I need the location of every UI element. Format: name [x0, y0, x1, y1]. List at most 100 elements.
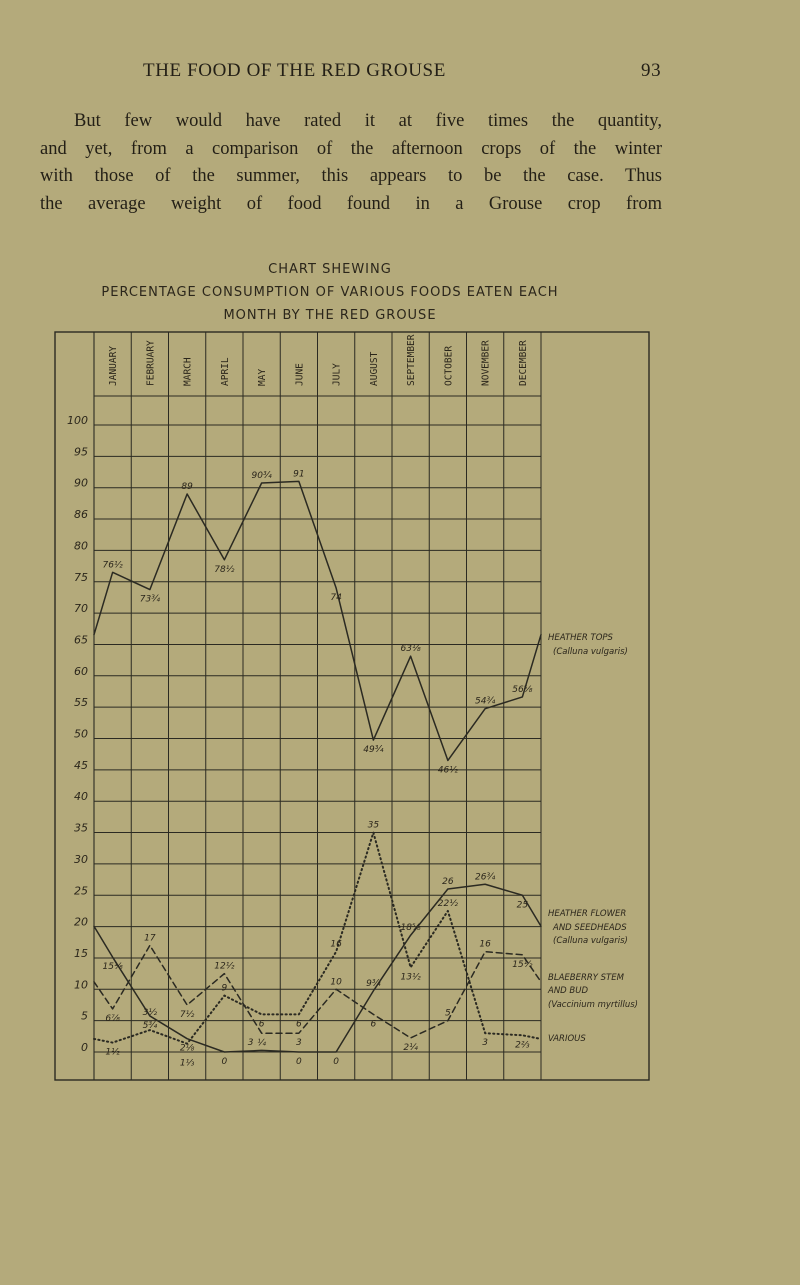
- legend-label: AND SEEDHEADS: [552, 923, 627, 933]
- data-label: 16: [479, 940, 491, 950]
- y-tick-label: 40: [74, 790, 88, 803]
- legend-label: (Calluna vulgaris): [553, 936, 628, 946]
- y-tick-label: 10: [74, 978, 88, 991]
- data-label: 17: [144, 933, 156, 943]
- data-label: 3½: [143, 1008, 158, 1018]
- legend-label: HEATHER TOPS: [548, 633, 614, 643]
- body-line: with those of the summer, this appears t…: [40, 166, 662, 187]
- data-label: 1½: [105, 1048, 120, 1058]
- data-label: 78½: [214, 565, 234, 575]
- data-label: 22½: [438, 899, 458, 909]
- data-label: 5: [445, 1009, 451, 1019]
- legend-label: (Calluna vulgaris): [553, 647, 628, 657]
- month-label: OCTOBER: [443, 346, 454, 386]
- data-label: 25: [517, 900, 529, 910]
- chart-frame: [54, 331, 650, 1081]
- body-line: But few would have rated it at five time…: [74, 111, 662, 131]
- y-tick-label: 100: [67, 414, 88, 427]
- chart-title-line-3: MONTH BY THE RED GROUSE: [223, 308, 437, 323]
- y-tick-label: 65: [74, 633, 88, 646]
- series-line-3: [93, 944, 542, 1039]
- data-label: 2⅔: [515, 1040, 530, 1050]
- y-tick-label: 35: [74, 822, 88, 835]
- month-label: MAY: [257, 369, 268, 386]
- data-label: 3: [248, 1038, 254, 1048]
- series-line-2: [93, 883, 542, 1053]
- y-tick-label: 70: [74, 602, 88, 615]
- data-label: 26: [442, 877, 454, 887]
- series-line-4: [93, 831, 542, 1045]
- y-tick-label: 55: [74, 696, 88, 709]
- data-label: 2¼: [403, 1043, 418, 1053]
- y-tick-label: 86: [74, 508, 88, 521]
- data-label: 9: [222, 984, 228, 994]
- data-label: 15½: [512, 960, 532, 970]
- data-label: 49¾: [363, 745, 383, 755]
- series-line-1: [93, 480, 542, 762]
- data-label: ¼: [257, 1038, 266, 1048]
- data-label: 2⅛: [180, 1044, 195, 1054]
- data-label: 6: [371, 1019, 377, 1029]
- data-label: 1⅓: [180, 1059, 195, 1069]
- data-label: 54¾: [475, 697, 495, 707]
- data-label: 12½: [214, 962, 234, 972]
- y-tick-label: 80: [74, 539, 88, 552]
- data-label: 0: [333, 1057, 339, 1067]
- data-label: 18⅝: [401, 923, 421, 933]
- legend-label: AND BUD: [547, 986, 588, 996]
- data-label: 6: [296, 1019, 302, 1029]
- legend-label: HEATHER FLOWER: [548, 909, 626, 919]
- data-label: 3: [482, 1038, 488, 1048]
- chart-title-line-1: CHART SHEWING: [268, 262, 392, 277]
- y-tick-label: 5: [81, 1010, 88, 1023]
- data-label: 73¾: [140, 595, 160, 605]
- data-label: 13½: [401, 972, 421, 982]
- data-label: 91: [293, 469, 304, 479]
- y-tick-label: 90: [74, 477, 88, 490]
- body-line: and yet, from a comparison of the aftern…: [40, 138, 662, 159]
- legend-label: (Vaccinium myrtillus): [548, 1000, 638, 1010]
- month-label: FEBRUARY: [145, 340, 156, 386]
- data-label: 56⅝: [512, 685, 532, 695]
- month-label: APRIL: [220, 357, 231, 386]
- data-label: 6: [259, 1019, 265, 1029]
- y-tick-label: 25: [74, 884, 88, 897]
- data-label: 0: [222, 1057, 228, 1067]
- data-label: 9¾: [366, 979, 381, 989]
- data-label: 26¾: [475, 872, 495, 882]
- data-label: 46½: [438, 765, 458, 775]
- data-label: 10: [330, 977, 342, 987]
- data-label: 89: [181, 482, 193, 492]
- y-tick-label: 20: [74, 916, 88, 929]
- body-paragraph: But few would have rated it at five time…: [40, 108, 662, 218]
- y-tick-label: 75: [74, 571, 88, 584]
- data-label: 16: [330, 940, 342, 950]
- data-label: 3: [296, 1038, 302, 1048]
- data-label: 6⅞: [105, 1014, 120, 1024]
- month-label: NOVEMBER: [481, 340, 492, 386]
- y-tick-label: 95: [74, 445, 88, 458]
- y-tick-label: 50: [74, 728, 88, 741]
- legend-label: BLAEBERRY STEM: [548, 973, 625, 983]
- body-line: the average weight of food found in a Gr…: [40, 193, 662, 214]
- running-title: THE FOOD OF THE RED GROUSE: [143, 60, 446, 81]
- data-label: 5¾: [143, 1021, 158, 1031]
- month-label: AUGUST: [369, 351, 380, 386]
- month-label: JANUARY: [108, 346, 119, 386]
- y-tick-label: 60: [74, 665, 88, 678]
- data-label: 35: [368, 821, 380, 831]
- y-tick-label: 45: [74, 759, 88, 772]
- data-label: 0: [296, 1057, 302, 1067]
- data-label: 15⅛: [103, 962, 123, 972]
- month-label: JUNE: [294, 363, 305, 386]
- data-label: 63⅛: [401, 644, 421, 654]
- y-tick-label: 30: [74, 853, 88, 866]
- month-label: JULY: [332, 363, 343, 386]
- legend-label: VARIOUS: [548, 1034, 586, 1044]
- month-label: SEPTEMBER: [406, 334, 417, 386]
- data-label: 90¾: [252, 471, 272, 481]
- y-tick-label: 15: [74, 947, 88, 960]
- data-label: 74: [330, 593, 342, 603]
- month-label: DECEMBER: [518, 340, 529, 386]
